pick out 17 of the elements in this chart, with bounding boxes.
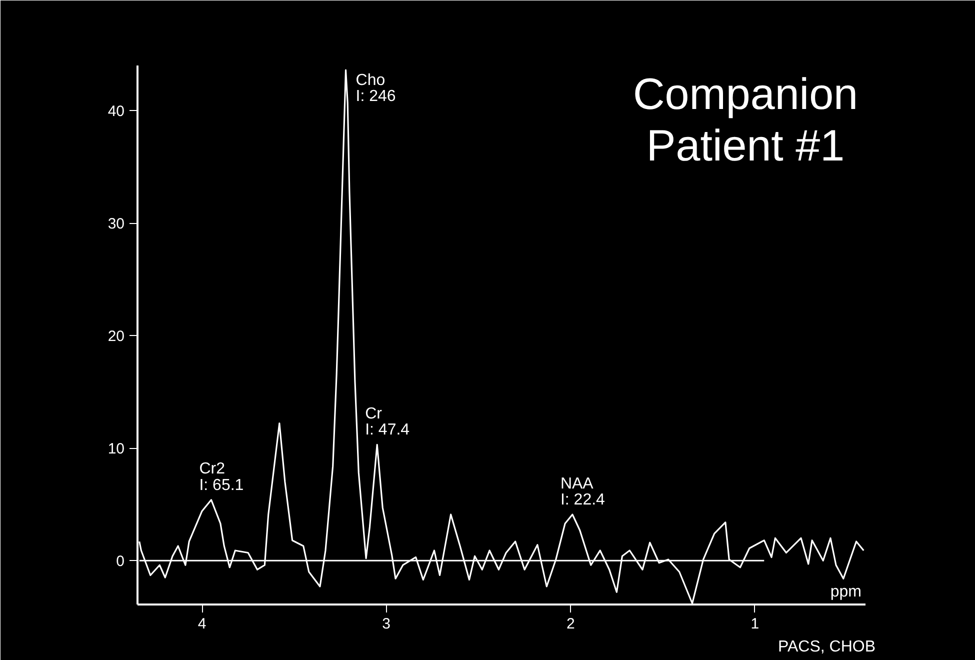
annotation: NAA I: 22.4 xyxy=(560,475,606,508)
y-tick-label: 20 xyxy=(108,328,125,346)
annotation: Cho I: 246 xyxy=(356,72,396,106)
x-tick-label: 3 xyxy=(382,616,390,632)
x-axis-title: ppm xyxy=(830,584,862,600)
annotation: Cr2 I: 65.1 xyxy=(199,460,244,494)
x-tick-label: 4 xyxy=(198,616,206,632)
y-tick-label: 0 xyxy=(116,553,124,570)
y-tick-label: 10 xyxy=(108,440,125,458)
annotation: Cr I: 47.4 xyxy=(365,406,410,439)
y-tick-label: 30 xyxy=(108,216,125,233)
y-tick-label: 40 xyxy=(108,103,125,120)
text: Companion Patient #1 xyxy=(632,70,858,170)
line-series xyxy=(138,69,864,604)
x-tick-label: 1 xyxy=(750,616,760,632)
x-tick-label: 2 xyxy=(566,616,575,632)
text: PACS, CHOB xyxy=(778,638,876,656)
